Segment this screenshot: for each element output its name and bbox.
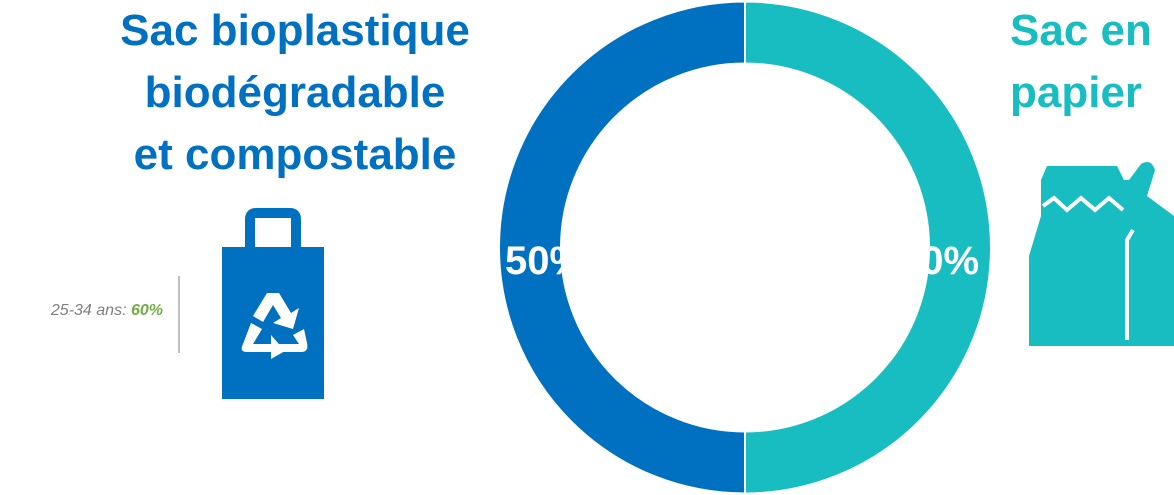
age-note-value: 60%: [130, 302, 163, 319]
age-note-label: 25-34 ans:: [50, 302, 131, 319]
left-title-line-3: et compostable: [133, 130, 457, 179]
slice-papier: [744, 0, 992, 495]
left-title-line-2: biodégradable: [144, 68, 446, 117]
right-title-line-2: papier: [1010, 68, 1143, 117]
note-divider: [178, 276, 180, 353]
slice-bioplastique: [498, 0, 746, 495]
right-title-line-1: Sac en: [1010, 6, 1152, 55]
donut-chart: 50% 50%: [498, 0, 992, 495]
left-title-line-1: Sac bioplastique: [120, 6, 470, 55]
paper-bag-icon: [1029, 162, 1174, 346]
left-title: Sac bioplastique biodégradable et compos…: [60, 0, 530, 186]
recycling-bag-icon: [222, 208, 324, 399]
slice-label-papier: 50%: [899, 239, 979, 283]
slice-label-bioplastique: 50%: [505, 239, 585, 283]
age-note: 25-34 ans: 60%: [0, 302, 163, 320]
right-title: Sac en papier: [1010, 0, 1174, 124]
